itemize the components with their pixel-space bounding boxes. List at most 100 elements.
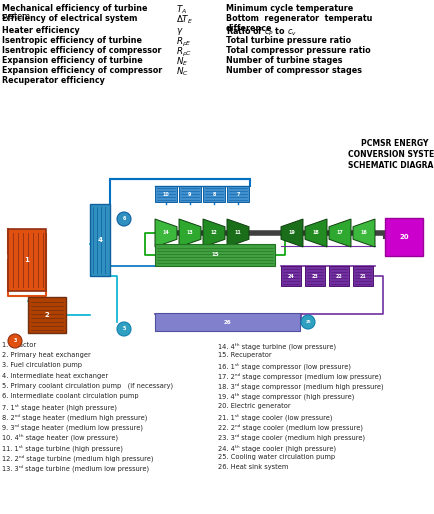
Text: 19: 19: [288, 230, 295, 235]
Text: 23: 23: [311, 273, 318, 279]
Text: 3: 3: [13, 339, 16, 343]
Text: Mechanical efficiency of turbine: Mechanical efficiency of turbine: [2, 4, 147, 13]
Text: 13. 3ʳᵈ stage turbine (medium low pressure): 13. 3ʳᵈ stage turbine (medium low pressu…: [2, 465, 149, 472]
Text: 10. 4ᵗʰ stage heater (low pressure): 10. 4ᵗʰ stage heater (low pressure): [2, 434, 118, 442]
Text: 14. 4ᵗʰ stage turbine (low pressure): 14. 4ᵗʰ stage turbine (low pressure): [217, 342, 335, 350]
Text: 15: 15: [210, 252, 218, 258]
Text: 22. 2ⁿᵈ stage cooler (medium low pressure): 22. 2ⁿᵈ stage cooler (medium low pressur…: [217, 424, 362, 431]
Text: 7. 1ˢᵗ stage heater (high pressure): 7. 1ˢᵗ stage heater (high pressure): [2, 403, 117, 411]
Polygon shape: [304, 219, 326, 247]
Circle shape: [8, 334, 22, 348]
Text: 9: 9: [188, 192, 191, 196]
Text: 18: 18: [312, 230, 319, 235]
Text: 14: 14: [162, 230, 169, 235]
Bar: [280, 266, 300, 286]
Text: 15. Recuperator: 15. Recuperator: [217, 352, 271, 358]
Text: 22: 22: [335, 273, 342, 279]
Text: $N_E$: $N_E$: [176, 56, 188, 68]
Text: 11: 11: [234, 230, 241, 235]
Bar: [8, 229, 46, 291]
Text: 24: 24: [287, 273, 294, 279]
Polygon shape: [352, 219, 374, 247]
Bar: [328, 266, 348, 286]
Text: 17. 2ⁿᵈ stage compressor (medium low pressure): 17. 2ⁿᵈ stage compressor (medium low pre…: [217, 373, 381, 380]
Polygon shape: [178, 219, 201, 247]
Text: 25. Cooling water circulation pump: 25. Cooling water circulation pump: [217, 454, 334, 460]
Text: 21. 1ˢᵗ stage cooler (low pressure): 21. 1ˢᵗ stage cooler (low pressure): [217, 413, 332, 421]
Text: 12. 2ⁿᵈ stage turbine (medium high pressure): 12. 2ⁿᵈ stage turbine (medium high press…: [2, 454, 153, 462]
Text: $N_C$: $N_C$: [176, 66, 188, 79]
Text: 23. 3ʳᵈ stage cooler (medium high pressure): 23. 3ʳᵈ stage cooler (medium high pressu…: [217, 434, 364, 442]
Circle shape: [117, 212, 131, 226]
Text: Total compressor pressure ratio: Total compressor pressure ratio: [226, 46, 370, 55]
Text: 16. 1ˢᵗ stage compressor (low pressure): 16. 1ˢᵗ stage compressor (low pressure): [217, 362, 350, 370]
Text: 24. 4ᵗʰ stage cooler (high pressure): 24. 4ᵗʰ stage cooler (high pressure): [217, 444, 335, 451]
Text: PCMSR ENERGY
CONVERSION SYSTEM
SCHEMATIC DIAGRAM: PCMSR ENERGY CONVERSION SYSTEM SCHEMATIC…: [347, 139, 434, 170]
Text: 4: 4: [97, 237, 102, 243]
Text: 9. 3ʳᵈ stage heater (medium low pressure): 9. 3ʳᵈ stage heater (medium low pressure…: [2, 424, 143, 431]
Text: 19. 4ᵗʰ stage compressor (high pressure): 19. 4ᵗʰ stage compressor (high pressure): [217, 393, 354, 400]
Polygon shape: [328, 219, 350, 247]
Text: 5. Primary coolant circulation pump   (if necessary): 5. Primary coolant circulation pump (if …: [2, 383, 173, 389]
Bar: [155, 244, 274, 266]
Text: Minimum cycle temperature: Minimum cycle temperature: [226, 4, 352, 13]
Text: 6: 6: [122, 216, 125, 222]
Bar: [155, 313, 299, 331]
Text: Expansion efficiency of compressor: Expansion efficiency of compressor: [2, 66, 162, 75]
Text: $T_A$: $T_A$: [176, 4, 187, 16]
Text: 17: 17: [336, 230, 342, 235]
Text: Total turbine pressure ratio: Total turbine pressure ratio: [226, 36, 350, 45]
Polygon shape: [227, 219, 248, 247]
Bar: [304, 266, 324, 286]
Text: Isentropic efficiency of turbine: Isentropic efficiency of turbine: [2, 36, 141, 45]
Text: 2. Primary heat exchanger: 2. Primary heat exchanger: [2, 352, 91, 358]
Text: 2: 2: [45, 312, 49, 318]
Text: $R_{\rho C}$: $R_{\rho C}$: [176, 46, 192, 59]
Text: $R_{\rho E}$: $R_{\rho E}$: [176, 36, 191, 49]
Polygon shape: [203, 219, 224, 247]
Bar: [90, 204, 110, 276]
Text: Heater efficiency: Heater efficiency: [2, 26, 79, 35]
Text: 12: 12: [210, 230, 217, 235]
Text: 1: 1: [24, 257, 30, 263]
Text: $\Delta T_E$: $\Delta T_E$: [176, 14, 193, 27]
Text: 26: 26: [223, 320, 230, 324]
Bar: [227, 186, 248, 202]
Text: 3. Fuel circulation pump: 3. Fuel circulation pump: [2, 362, 82, 369]
Text: Expansion efficiency of turbine: Expansion efficiency of turbine: [2, 56, 142, 65]
Circle shape: [300, 315, 314, 329]
Text: 6. Intermediate coolant circulation pump: 6. Intermediate coolant circulation pump: [2, 393, 138, 399]
Bar: [155, 186, 177, 202]
Text: 4. Intermediate heat exchanger: 4. Intermediate heat exchanger: [2, 373, 108, 379]
Text: 25: 25: [305, 320, 310, 324]
Text: $\gamma$: $\gamma$: [176, 26, 183, 37]
Text: 5: 5: [122, 326, 125, 332]
Text: 16: 16: [360, 230, 367, 235]
Text: 20: 20: [398, 234, 408, 240]
Bar: [384, 218, 422, 256]
Bar: [203, 186, 224, 202]
Text: Isentropic efficiency of compressor: Isentropic efficiency of compressor: [2, 46, 161, 55]
Text: Recuperator efficiency: Recuperator efficiency: [2, 76, 105, 85]
Text: 10: 10: [162, 192, 169, 196]
Text: 13: 13: [186, 230, 193, 235]
Text: 26. Heat sink system: 26. Heat sink system: [217, 465, 288, 470]
Text: Number of compressor stages: Number of compressor stages: [226, 66, 361, 75]
Bar: [28, 297, 66, 333]
Text: 8. 2ⁿᵈ stage heater (medium high pressure): 8. 2ⁿᵈ stage heater (medium high pressur…: [2, 413, 147, 421]
Text: 7: 7: [236, 192, 239, 196]
Circle shape: [117, 322, 131, 336]
Text: Ratio of $c_P$ to $c_v$: Ratio of $c_P$ to $c_v$: [226, 26, 296, 39]
Text: system: system: [2, 12, 31, 21]
Text: 21: 21: [359, 273, 365, 279]
Text: Number of turbine stages: Number of turbine stages: [226, 56, 342, 65]
Polygon shape: [280, 219, 302, 247]
Bar: [352, 266, 372, 286]
Bar: [178, 186, 201, 202]
Text: 8: 8: [212, 192, 215, 196]
Text: Bottom  regenerator  temperatu
difference: Bottom regenerator temperatu difference: [226, 14, 372, 33]
Text: 11. 1ˢᵗ stage turbine (high pressure): 11. 1ˢᵗ stage turbine (high pressure): [2, 444, 123, 451]
Text: 20. Electric generator: 20. Electric generator: [217, 403, 290, 409]
Polygon shape: [155, 219, 177, 247]
Text: Efficiency of electrical system: Efficiency of electrical system: [2, 14, 137, 23]
